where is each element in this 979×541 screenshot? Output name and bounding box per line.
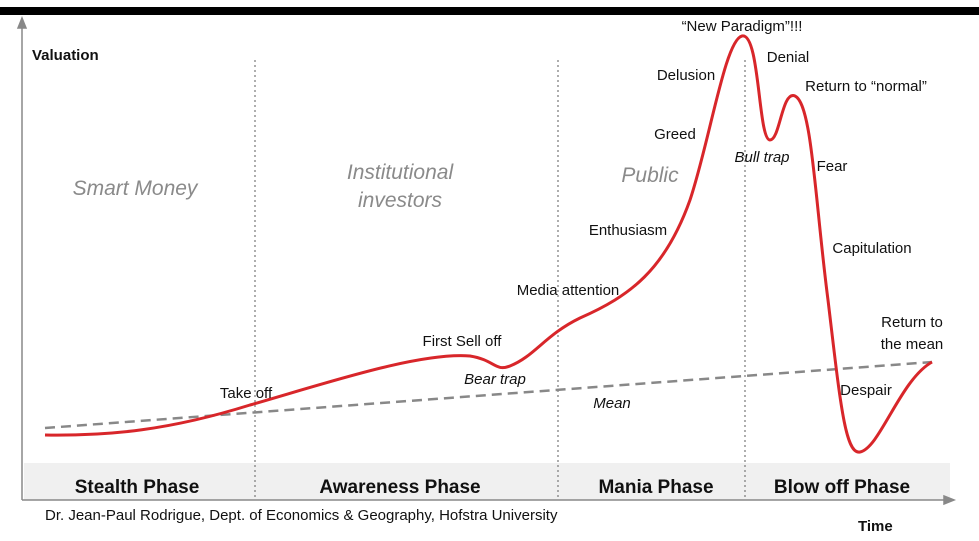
stage-label: Denial <box>767 49 810 66</box>
mean-line <box>44 360 933 430</box>
axes <box>16 15 957 506</box>
top-bar <box>0 7 979 15</box>
y-axis-label: Valuation <box>32 47 99 64</box>
bubble-curve <box>44 34 933 454</box>
stage-label: Greed <box>654 126 696 143</box>
phase-label: Blow off Phase <box>774 477 910 498</box>
participant-label: investors <box>358 189 443 212</box>
stage-label: Return to <box>881 314 943 331</box>
phase-label: Mania Phase <box>598 477 713 498</box>
stage-label: Return to “normal” <box>805 78 927 95</box>
participant-label: Smart Money <box>73 177 199 200</box>
stage-label: Fear <box>817 158 848 175</box>
stage-label: Enthusiasm <box>589 222 667 239</box>
stage-label: Bear trap <box>464 371 526 388</box>
stage-label: Bull trap <box>734 149 789 166</box>
phase-strip <box>24 463 950 500</box>
phase-dividers <box>254 60 746 500</box>
participant-label: Institutional <box>347 161 455 184</box>
stage-label: Despair <box>840 382 892 399</box>
stage-label: First Sell off <box>423 333 503 350</box>
x-axis-label: Time <box>858 518 893 535</box>
participant-label: Public <box>621 164 679 187</box>
stage-label: Mean <box>593 395 631 412</box>
stage-label: “New Paradigm”!!! <box>682 18 803 35</box>
credit: Dr. Jean-Paul Rodrigue, Dept. of Economi… <box>45 507 558 524</box>
stage-label: Take off <box>220 385 273 402</box>
stage-label: Capitulation <box>832 240 911 257</box>
stage-label: Media attention <box>517 282 620 299</box>
phase-label: Awareness Phase <box>319 477 480 498</box>
stage-label: the mean <box>881 336 944 353</box>
stage-label: Delusion <box>657 67 715 84</box>
phase-label: Stealth Phase <box>75 477 200 498</box>
